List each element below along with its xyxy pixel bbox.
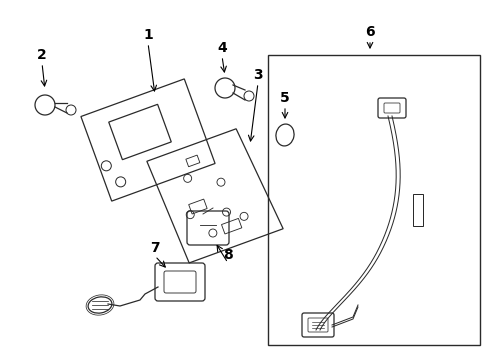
Text: 6: 6 <box>365 25 374 39</box>
Text: 5: 5 <box>280 91 289 105</box>
Bar <box>412 194 422 226</box>
Text: 3: 3 <box>253 68 262 82</box>
Bar <box>267 55 479 345</box>
Text: 4: 4 <box>217 41 226 55</box>
Text: 2: 2 <box>37 48 47 62</box>
Text: 1: 1 <box>143 28 153 42</box>
Text: 8: 8 <box>223 248 232 262</box>
Text: 7: 7 <box>150 241 160 255</box>
